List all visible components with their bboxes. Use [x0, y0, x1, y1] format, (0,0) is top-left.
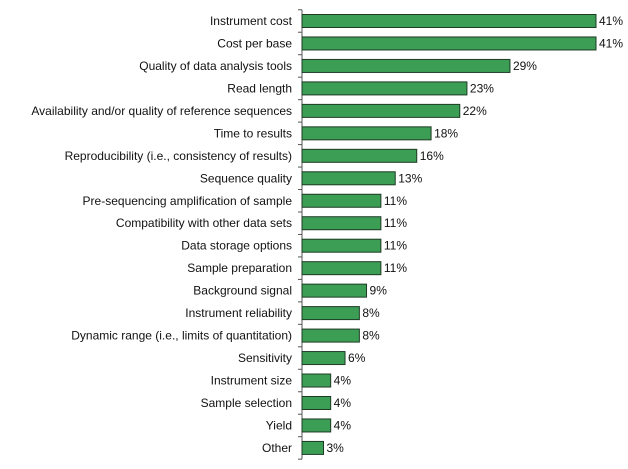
category-label: Other: [262, 441, 292, 455]
bar: [301, 283, 368, 298]
bar: [301, 171, 396, 186]
bar: [301, 216, 382, 231]
data-label: 23%: [470, 81, 494, 95]
data-label: 11%: [384, 216, 407, 230]
data-label: 4%: [334, 396, 352, 410]
category-label: Sensitivity: [238, 351, 292, 365]
data-label: 4%: [334, 418, 352, 432]
data-label: 8%: [362, 329, 380, 343]
bar: [301, 14, 597, 28]
data-label: 4%: [334, 374, 352, 388]
data-label: 13%: [398, 171, 422, 185]
bar: [301, 395, 332, 410]
data-label: 29%: [513, 59, 537, 73]
category-label: Availability and/or quality of reference…: [31, 104, 292, 118]
bar: [301, 373, 332, 388]
bar: [301, 418, 332, 433]
bar: [301, 306, 360, 321]
category-label: Yield: [266, 418, 292, 432]
data-label: 6%: [348, 351, 366, 365]
bar: [301, 148, 418, 163]
data-label: 11%: [384, 194, 407, 208]
bar: [301, 440, 325, 455]
data-label: 8%: [362, 306, 380, 320]
category-label: Sample selection: [201, 396, 292, 410]
data-label: 11%: [384, 261, 407, 275]
data-label: 41%: [599, 36, 623, 50]
data-label: 22%: [463, 104, 487, 118]
data-label: 3%: [327, 441, 345, 455]
category-label: Instrument size: [211, 374, 293, 388]
bar: [301, 81, 468, 96]
data-label: 9%: [370, 284, 388, 298]
bar: [301, 193, 382, 208]
data-label: 16%: [420, 149, 444, 163]
category-label: Background signal: [193, 284, 292, 298]
category-label: Dynamic range (i.e., limits of quantitat…: [71, 329, 292, 343]
category-label: Compatibility with other data sets: [116, 216, 292, 230]
category-label: Time to results: [214, 126, 292, 140]
category-label: Cost per base: [217, 36, 292, 50]
category-label: Data storage options: [181, 239, 292, 253]
category-label: Sample preparation: [187, 261, 292, 275]
category-label: Pre-sequencing amplification of sample: [83, 194, 293, 208]
bar: [301, 238, 382, 253]
bar: [301, 328, 360, 343]
bar: [301, 261, 382, 276]
bar: [301, 58, 511, 73]
bar: [301, 126, 432, 141]
data-label: 11%: [384, 239, 407, 253]
category-label: Reproducibility (i.e., consistency of re…: [65, 149, 292, 163]
category-label: Sequence quality: [200, 171, 292, 185]
data-label: 41%: [599, 14, 623, 28]
bar: [301, 36, 597, 51]
category-label: Read length: [227, 81, 292, 95]
category-label: Instrument reliability: [185, 306, 292, 320]
bar: [301, 351, 346, 366]
category-label: Quality of data analysis tools: [139, 59, 292, 73]
category-label: Instrument cost: [210, 14, 293, 28]
data-label: 18%: [434, 126, 458, 140]
bar: [301, 103, 461, 118]
